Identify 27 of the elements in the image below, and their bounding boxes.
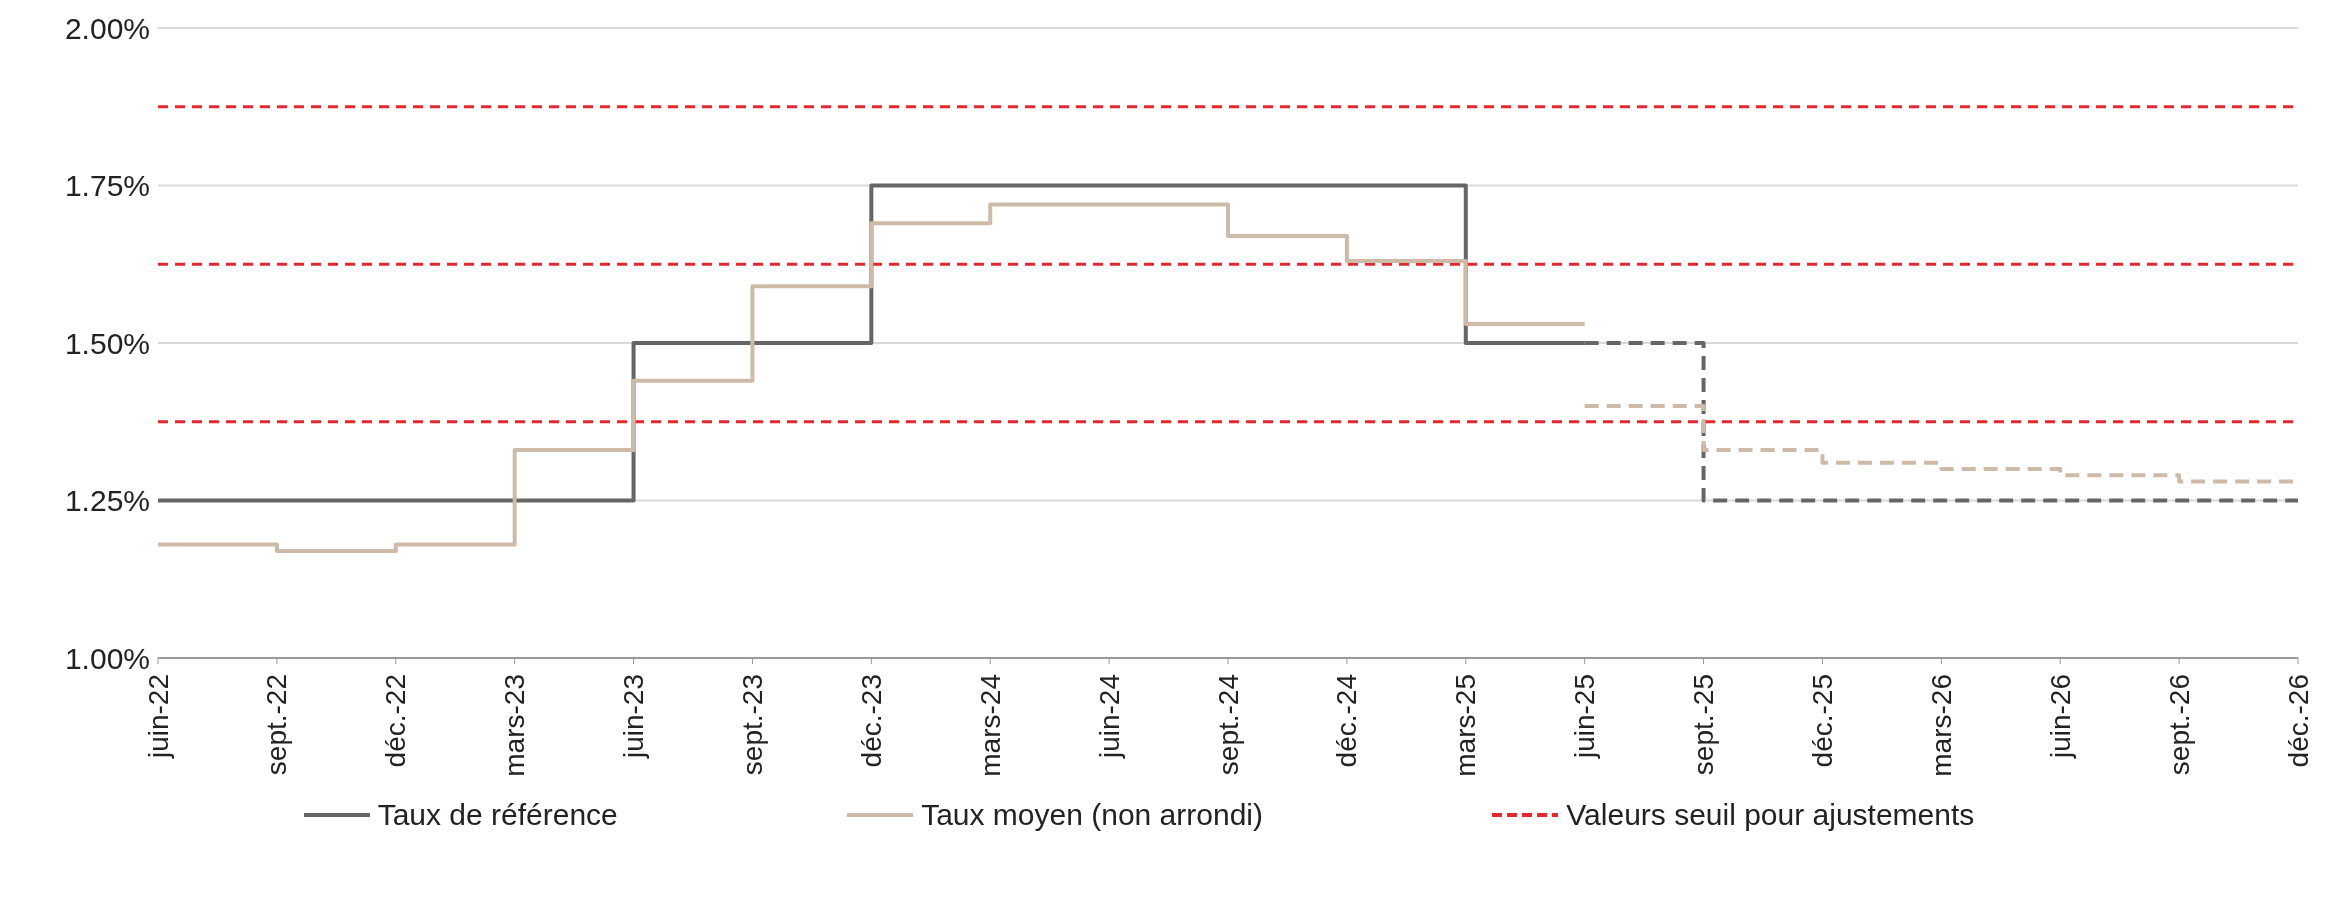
x-tick-label: sept.-25 [1688,674,1720,776]
x-tick-label: sept.-26 [2163,674,2195,776]
x-tick-label: déc.-22 [380,674,412,768]
x-tick-label: déc.-26 [2282,674,2314,768]
x-tick-label: juin-26 [2044,674,2076,760]
x-tick-label: déc.-23 [855,674,887,768]
legend-label: Valeurs seuil pour ajustements [1566,798,1975,832]
x-tick-label: déc.-25 [1806,674,1838,768]
legend-label: Taux moyen (non arrondi) [921,798,1263,832]
x-tick-label: mars-25 [1450,674,1482,777]
x-tick-label: mars-26 [1925,674,1957,777]
x-tick-label: sept.-24 [1212,674,1244,776]
y-tick-label: 2.00% [64,11,150,45]
x-tick-label: mars-24 [974,674,1006,777]
y-tick-label: 1.50% [64,326,150,360]
x-tick-label: juin-22 [142,674,174,760]
x-tick-label: mars-23 [499,674,531,777]
y-tick-label: 1.00% [64,641,150,675]
x-tick-label: juin-25 [1569,674,1601,760]
y-tick-label: 1.75% [64,169,150,203]
x-tick-label: déc.-24 [1331,674,1363,768]
x-tick-label: sept.-23 [736,674,768,776]
legend-label: Taux de référence [377,798,618,832]
x-tick-label: juin-23 [618,674,650,760]
x-tick-label: sept.-22 [261,674,293,776]
y-tick-label: 1.25% [64,484,150,518]
x-tick-label: juin-24 [1093,674,1125,760]
